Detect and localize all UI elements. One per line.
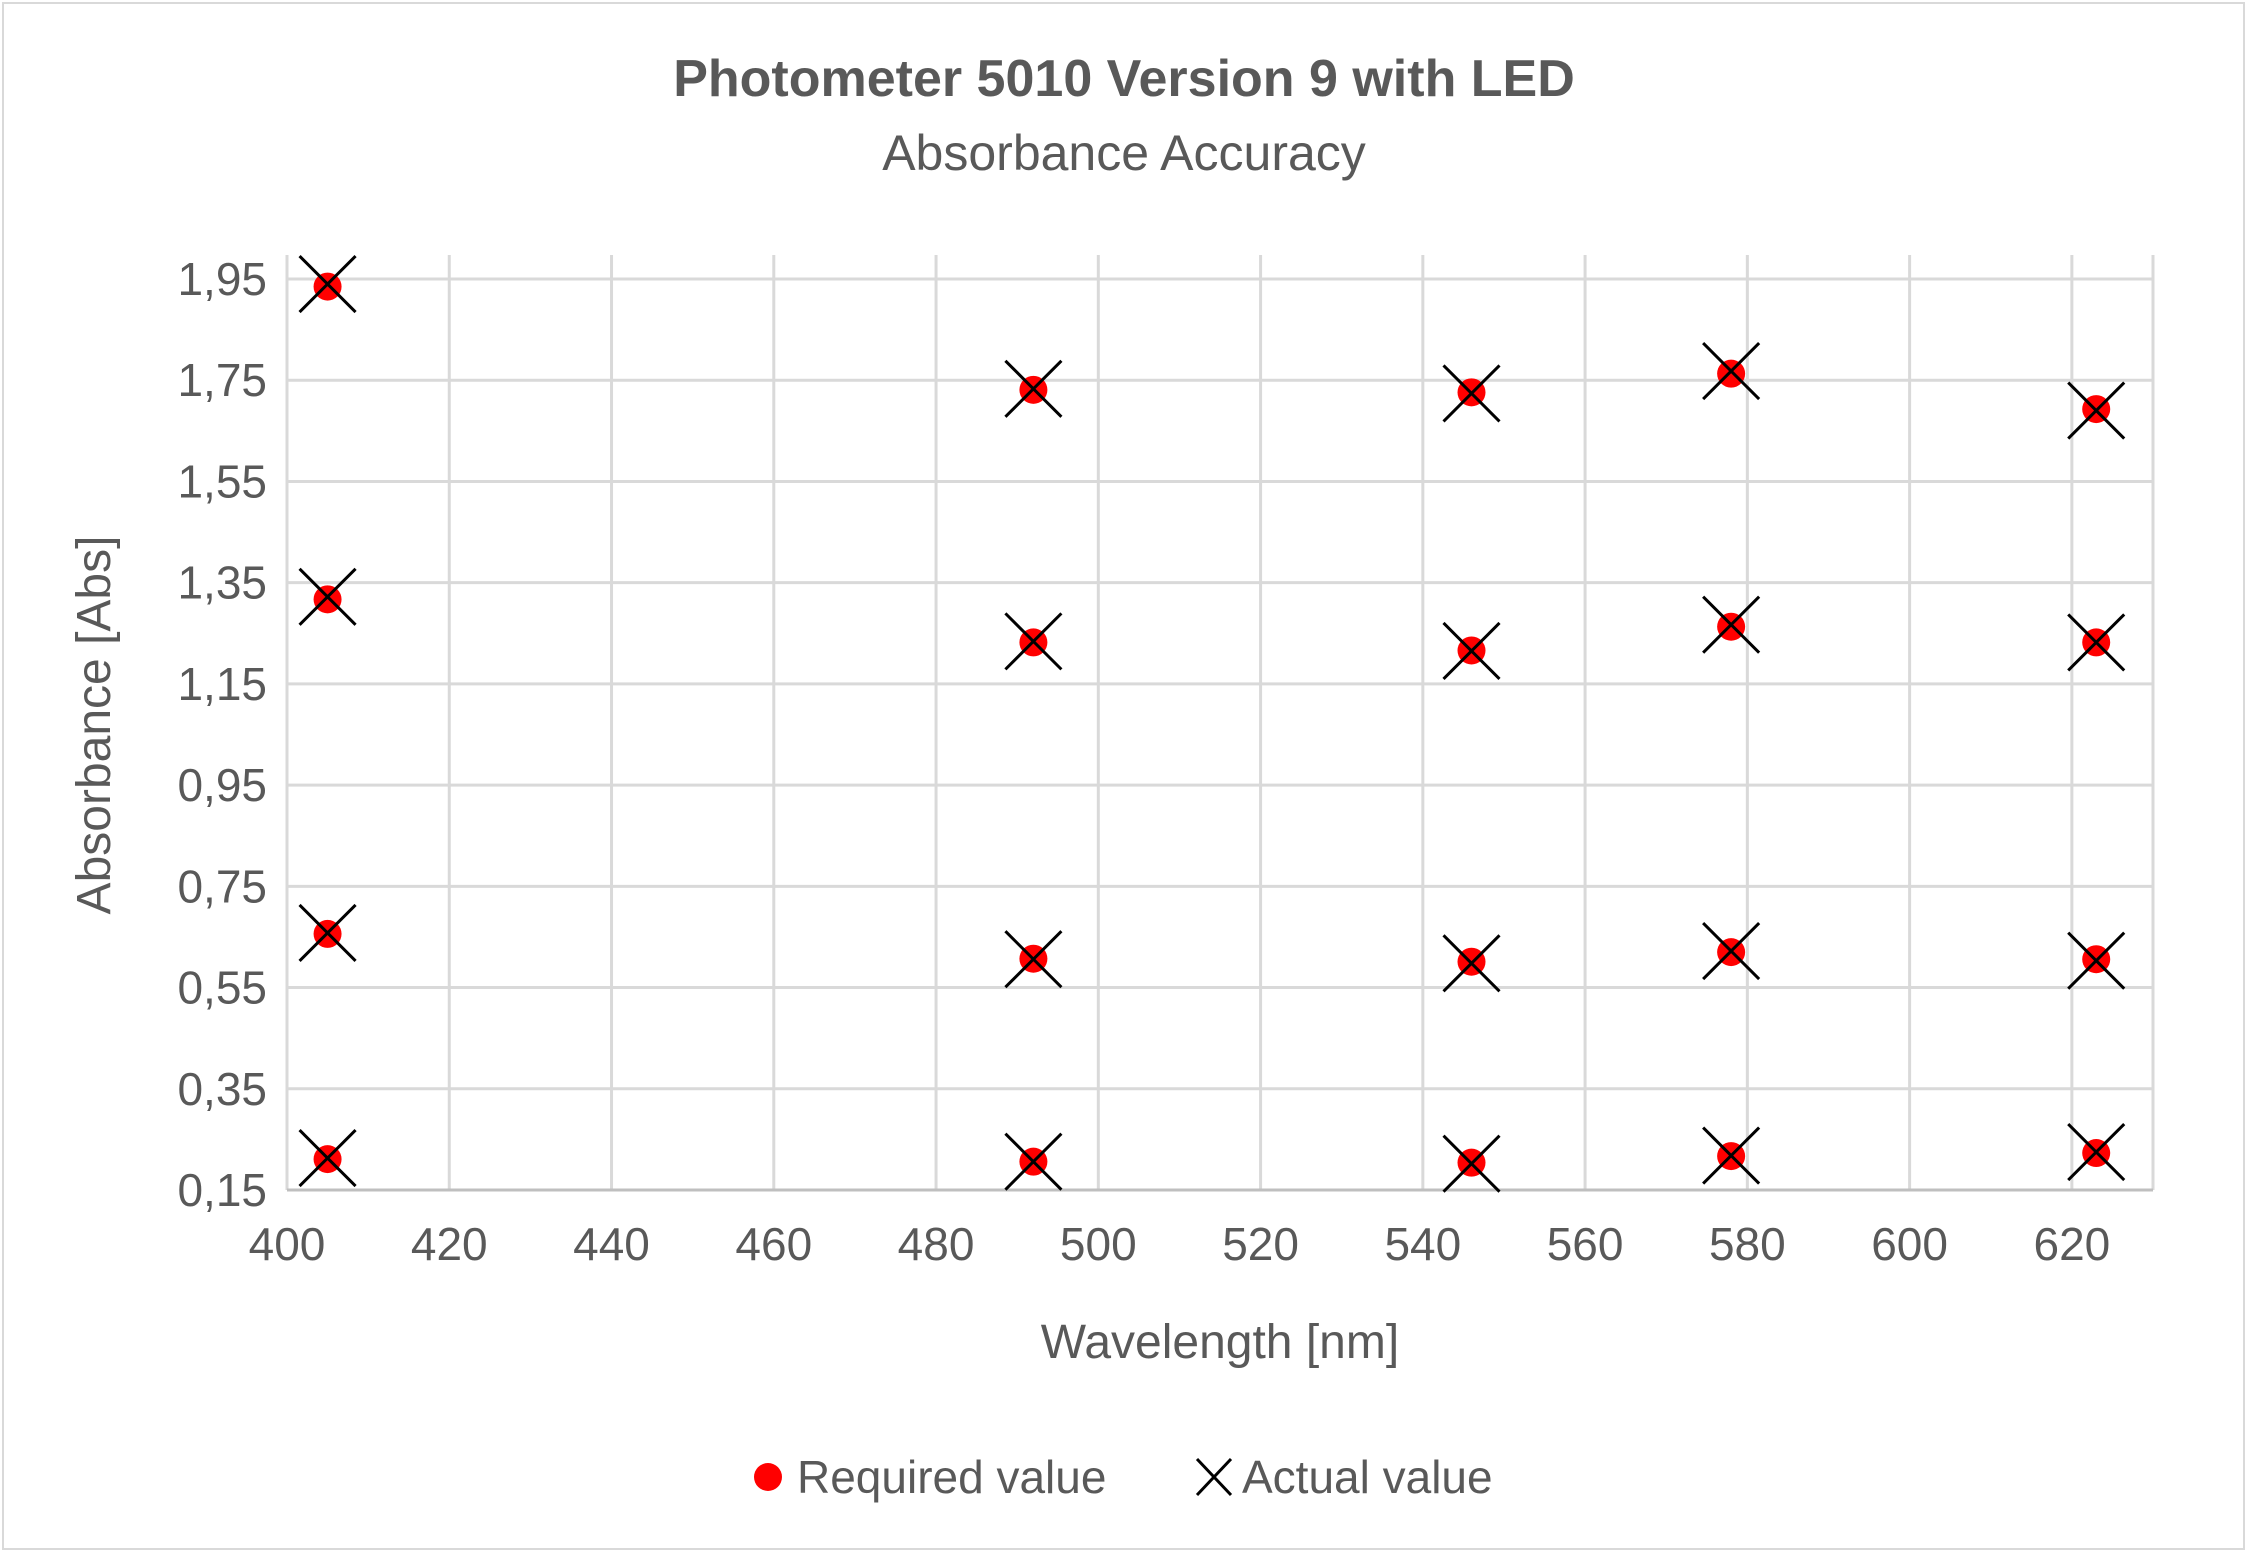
data-points [298,255,2126,1193]
legend-marker-required [754,1463,782,1491]
x-tick-label: 520 [1222,1218,1299,1270]
actual-value-point [1004,1132,1063,1191]
legend-label-required: Required value [797,1451,1106,1503]
x-axis-label: Wavelength [nm] [1041,1316,1399,1369]
y-tick-label: 1,35 [177,557,267,609]
chart-title: Photometer 5010 Version 9 with LED [673,50,1575,108]
y-tick-label: 0,15 [177,1164,267,1216]
actual-value-point [1442,1134,1501,1193]
actual-value-point [1442,621,1501,681]
x-tick-label: 480 [898,1218,975,1270]
y-tick-label: 0,95 [177,759,267,811]
actual-value-point [298,1129,357,1188]
x-tick-label: 460 [735,1218,812,1270]
chart-subtitle: Absorbance Accuracy [882,125,1366,181]
x-tick-label: 540 [1384,1218,1461,1270]
actual-value-point [298,903,357,962]
x-tick-label: 400 [249,1218,326,1270]
actual-value-point [1702,922,1761,981]
y-tick-labels: 1,95 1,75 1,55 1,35 1,15 0,95 0,75 0,55 0,35 0,15 [177,253,267,1216]
x-tick-label: 560 [1547,1218,1624,1270]
x-tick-label: 500 [1060,1218,1137,1270]
actual-value-point [1004,612,1063,671]
actual-value-point [1004,930,1063,989]
actual-value-point [1702,595,1761,654]
legend: Required value Actual value [754,1451,1493,1503]
actual-value-point [1442,934,1501,993]
actual-value-point [1702,1126,1761,1185]
y-tick-label: 1,95 [177,253,267,305]
x-tick-label: 440 [573,1218,650,1270]
required-value-point [1717,359,1746,388]
actual-value-point [2067,381,2126,440]
y-axis-label: Absorbance [Abs] [68,536,121,915]
y-tick-label: 0,75 [177,860,267,912]
actual-value-point [298,255,357,314]
y-tick-label: 1,15 [177,658,267,710]
actual-value-point [2067,931,2126,990]
actual-value-point [1004,359,1063,418]
y-tick-label: 0,55 [177,962,267,1014]
x-tick-label: 580 [1709,1218,1786,1270]
y-tick-label: 1,75 [177,354,267,406]
legend-label-actual: Actual value [1242,1451,1493,1503]
y-tick-label: 0,35 [177,1063,267,1115]
x-tick-label: 620 [2033,1218,2110,1270]
x-tick-labels: 400 420 440 460 480 500 520 540 560 580 600 620 [249,1218,2111,1270]
required-value-point [313,272,342,301]
y-tick-label: 1,55 [177,455,267,507]
legend-marker-actual [1195,1457,1233,1497]
gridlines [285,255,2155,1192]
actual-value-point [1442,364,1501,423]
actual-value-point [1702,342,1761,401]
x-tick-label: 600 [1871,1218,1948,1270]
x-tick-label: 420 [411,1218,488,1270]
actual-value-point [298,567,357,626]
required-value-point [313,585,342,614]
actual-value-point [2067,613,2126,672]
actual-value-point [2067,1122,2126,1182]
